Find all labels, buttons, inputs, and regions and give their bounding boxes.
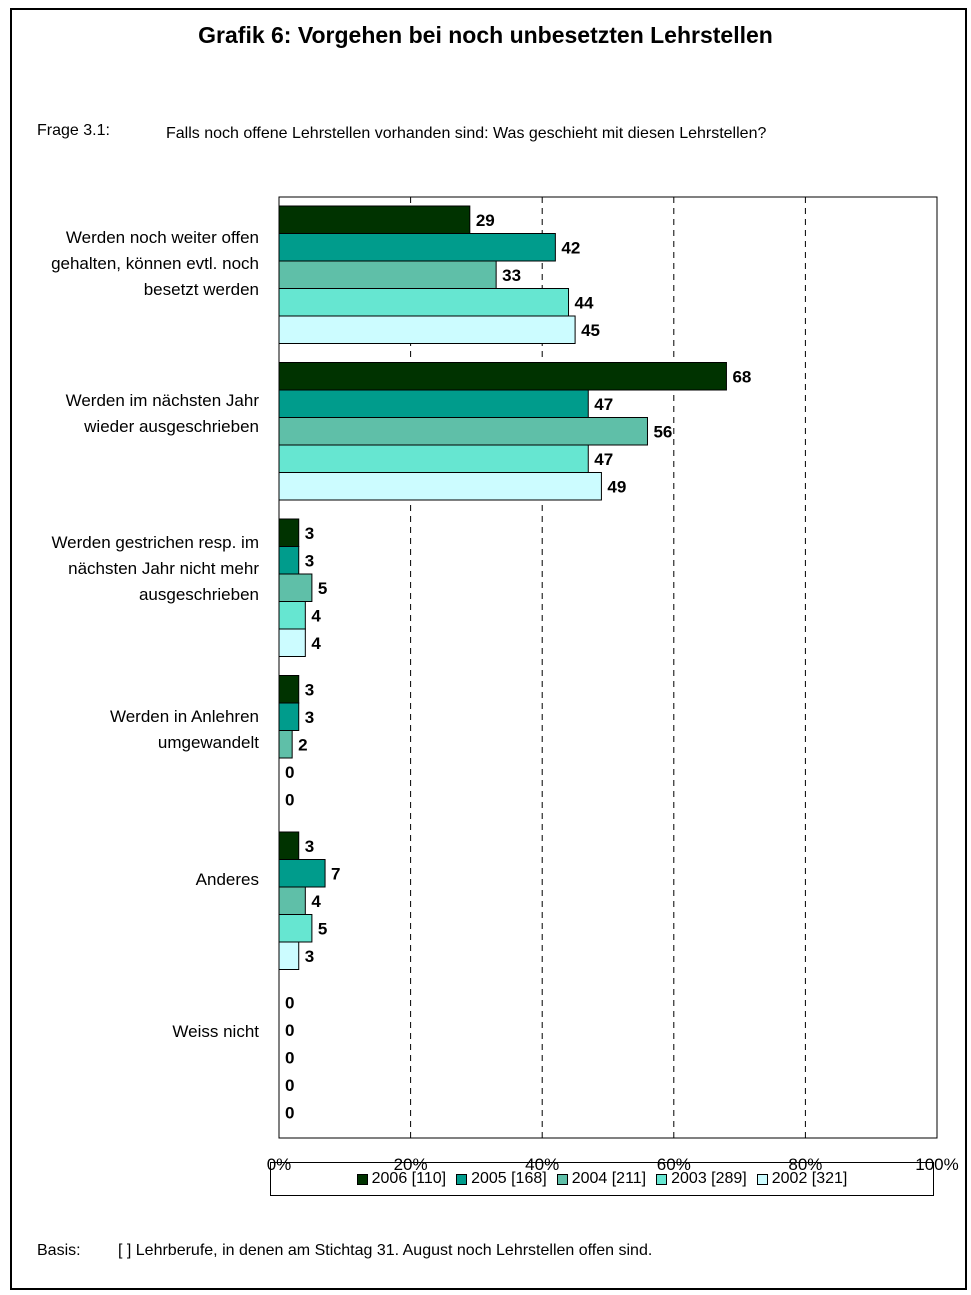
data-label: 0 [285, 993, 294, 1012]
legend-item: 2006 [110] [356, 1170, 447, 1188]
data-label: 42 [561, 238, 580, 257]
legend-label: 2004 [211] [571, 1170, 647, 1187]
bar [278, 362, 727, 391]
plot-area [278, 196, 938, 1139]
data-label: 56 [653, 422, 672, 441]
bar [278, 233, 556, 262]
legend-label: 2006 [110] [371, 1170, 447, 1187]
data-label: 0 [285, 1076, 294, 1095]
data-label: 3 [305, 551, 314, 570]
legend-item: 2003 [289] [656, 1170, 747, 1188]
data-label: 3 [305, 680, 314, 699]
legend-label: 2003 [289] [671, 1170, 747, 1187]
legend-swatch [456, 1173, 468, 1185]
data-label: 4 [311, 634, 321, 653]
data-label: 47 [594, 450, 613, 469]
bar [278, 315, 576, 344]
data-label: 3 [305, 837, 314, 856]
data-label: 5 [318, 579, 327, 598]
question-text: Falls noch offene Lehrstellen vorhanden … [166, 125, 767, 142]
data-label: 33 [502, 266, 521, 285]
category-label: Werden im nächsten Jahr wieder ausgeschr… [65, 391, 259, 436]
category-label: Weiss nicht [172, 1022, 259, 1041]
question-label: Frage 3.1: [37, 122, 110, 139]
chart-title: Grafik 6: Vorgehen bei noch unbesetzten … [198, 22, 773, 48]
data-label: 49 [607, 477, 626, 496]
bar [278, 886, 306, 915]
data-label: 4 [311, 606, 321, 625]
x-tick-label: 100% [915, 1155, 958, 1174]
figure-frame [10, 8, 967, 1290]
bar [278, 831, 300, 860]
x-tick-label: 0% [267, 1155, 292, 1174]
legend-item: 2004 [211] [556, 1170, 647, 1188]
bar [278, 730, 293, 759]
data-label: 45 [581, 321, 600, 340]
legend: 2006 [110] 2005 [168] 2004 [211] 2003 [2… [270, 1162, 934, 1196]
x-tick-label: 60% [657, 1155, 691, 1174]
bar [278, 914, 313, 943]
data-label: 0 [285, 1103, 294, 1122]
category-label: Werden noch weiter offen gehalten, könne… [51, 228, 259, 299]
bar [278, 518, 300, 547]
x-tick-label: 40% [525, 1155, 559, 1174]
bar [278, 288, 570, 317]
bar [278, 628, 306, 657]
data-label: 0 [285, 790, 294, 809]
bar [278, 260, 497, 289]
data-label: 3 [305, 708, 314, 727]
bar [278, 859, 326, 888]
legend-label: 2002 [321] [771, 1170, 848, 1187]
bar [278, 941, 300, 970]
bar [278, 675, 300, 704]
data-label: 4 [311, 892, 321, 911]
data-label: 29 [476, 211, 495, 230]
legend-item: 2005 [168] [456, 1170, 547, 1188]
legend-label: 2005 [168] [471, 1170, 547, 1187]
legend-swatch [656, 1173, 668, 1185]
x-tick-label: 80% [788, 1155, 822, 1174]
bar [278, 546, 300, 575]
data-label: 0 [285, 763, 294, 782]
legend-swatch [356, 1173, 368, 1185]
bar [278, 417, 648, 446]
basis-text: [ ] Lehrberufe, in denen am Stichtag 31.… [118, 1242, 653, 1259]
legend-item: 2002 [321] [756, 1170, 848, 1188]
bar [278, 702, 300, 731]
legend-swatch [556, 1173, 568, 1185]
bar [278, 205, 471, 234]
bar [278, 444, 589, 473]
data-label: 3 [305, 947, 314, 966]
data-label: 0 [285, 1021, 294, 1040]
data-label: 0 [285, 1048, 294, 1067]
bar [278, 573, 313, 602]
data-label: 7 [331, 864, 340, 883]
legend-swatch [756, 1173, 768, 1185]
bar [278, 472, 602, 501]
category-label: Werden in Anlehren umgewandelt [109, 707, 259, 752]
data-label: 5 [318, 919, 327, 938]
bar [278, 601, 306, 630]
data-label: 44 [575, 293, 594, 312]
data-label: 3 [305, 524, 314, 543]
data-label: 68 [732, 367, 751, 386]
x-tick-label: 20% [394, 1155, 428, 1174]
category-label: Werden gestrichen resp. im nächsten Jahr… [51, 533, 259, 604]
bar [278, 389, 589, 418]
data-label: 47 [594, 395, 613, 414]
basis-label: Basis: [37, 1242, 81, 1259]
category-label: Anderes [195, 870, 259, 889]
data-label: 2 [298, 735, 307, 754]
